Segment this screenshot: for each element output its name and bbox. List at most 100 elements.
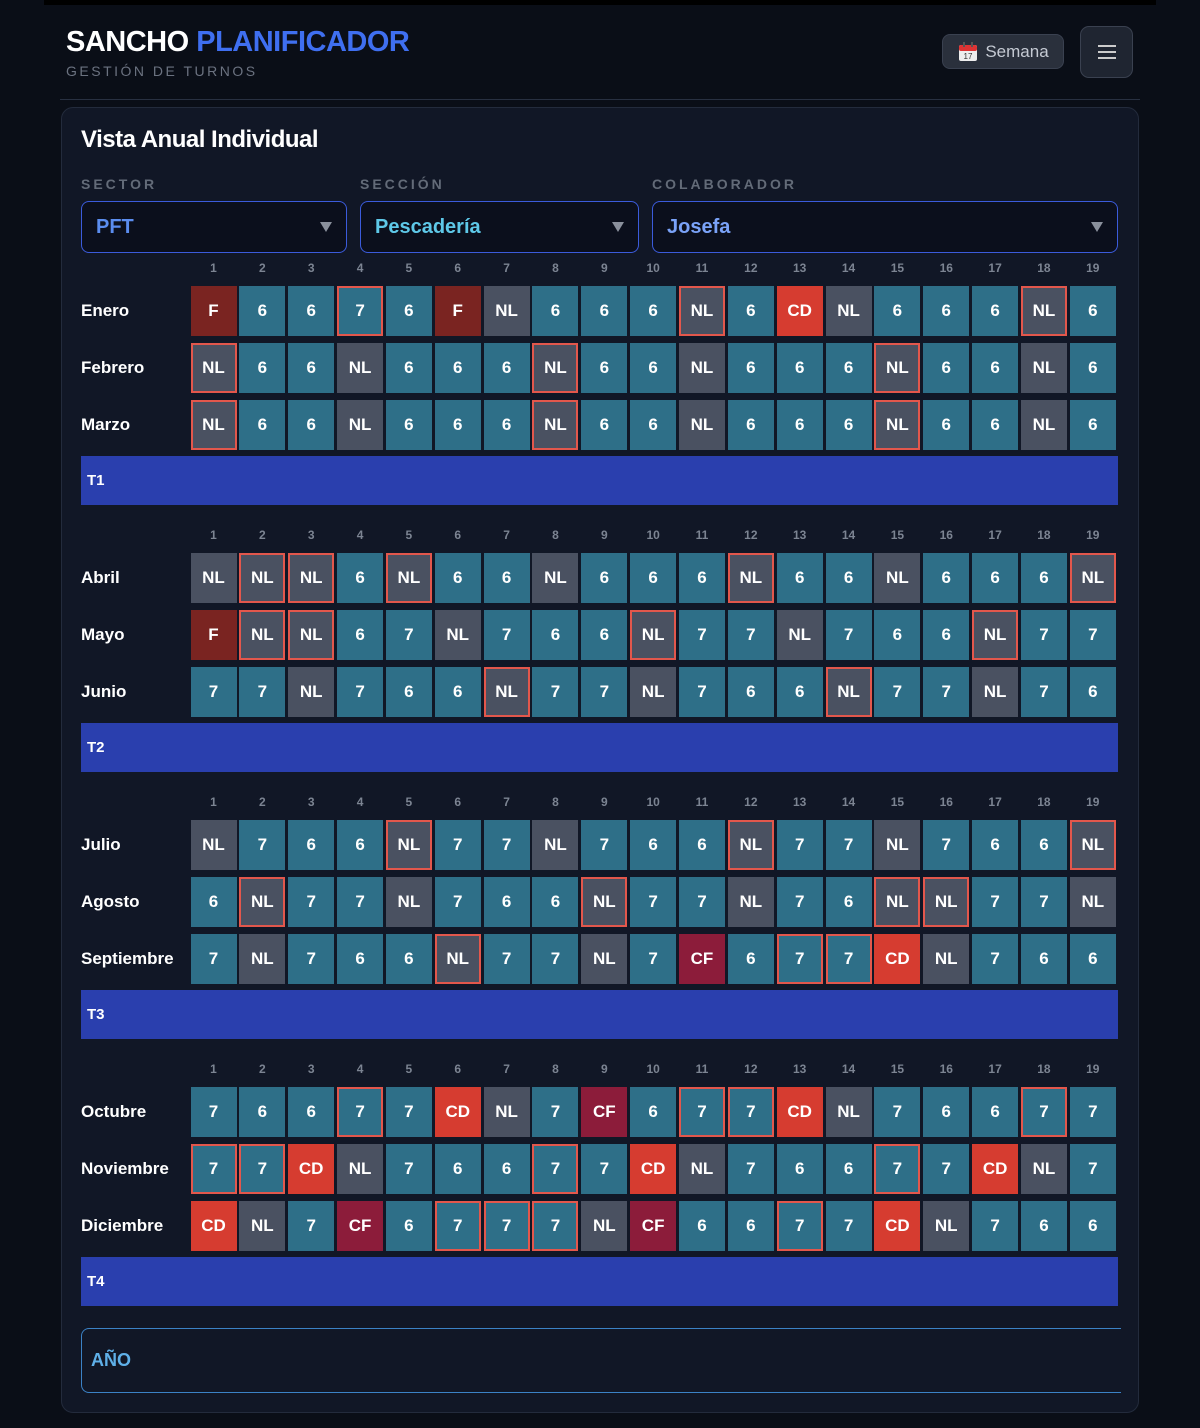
shift-cell[interactable]: NL xyxy=(825,286,872,336)
shift-cell[interactable]: NL xyxy=(239,877,286,927)
shift-cell[interactable]: 7 xyxy=(581,667,628,717)
shift-cell[interactable]: 6 xyxy=(630,1087,677,1137)
shift-cell[interactable]: 6 xyxy=(630,820,677,870)
shift-cell[interactable]: 6 xyxy=(190,877,237,927)
shift-cell[interactable]: 6 xyxy=(825,1144,872,1194)
shift-cell[interactable]: 6 xyxy=(1020,1201,1067,1251)
shift-cell[interactable]: 6 xyxy=(1069,667,1116,717)
shift-cell[interactable]: NL xyxy=(874,343,921,393)
shift-cell[interactable]: NL xyxy=(825,667,872,717)
year-section[interactable]: AÑO xyxy=(81,1328,1121,1393)
shift-cell[interactable]: 7 xyxy=(972,1201,1019,1251)
shift-cell[interactable]: 7 xyxy=(776,877,823,927)
shift-cell[interactable]: 7 xyxy=(532,1087,579,1137)
shift-cell[interactable]: 6 xyxy=(1069,1201,1116,1251)
shift-cell[interactable]: 7 xyxy=(337,877,384,927)
shift-cell[interactable]: 7 xyxy=(1020,667,1067,717)
shift-cell[interactable]: 6 xyxy=(972,1087,1019,1137)
shift-cell[interactable]: NL xyxy=(1069,553,1116,603)
shift-cell[interactable]: NL xyxy=(434,610,481,660)
shift-cell[interactable]: NL xyxy=(1020,1144,1067,1194)
shift-cell[interactable]: 6 xyxy=(825,343,872,393)
shift-cell[interactable]: NL xyxy=(483,667,530,717)
shift-cell[interactable]: 7 xyxy=(434,1201,481,1251)
shift-cell[interactable]: 7 xyxy=(532,1144,579,1194)
shift-cell[interactable]: 7 xyxy=(776,820,823,870)
shift-cell[interactable]: NL xyxy=(874,553,921,603)
shift-cell[interactable]: 7 xyxy=(874,667,921,717)
shift-cell[interactable]: 6 xyxy=(679,1201,725,1251)
shift-cell[interactable]: NL xyxy=(972,610,1019,660)
shift-cell[interactable]: 6 xyxy=(776,343,823,393)
shift-cell[interactable]: 6 xyxy=(727,286,774,336)
shift-cell[interactable]: 7 xyxy=(385,610,432,660)
shift-cell[interactable]: 6 xyxy=(630,343,677,393)
shift-cell[interactable]: 6 xyxy=(727,343,774,393)
shift-cell[interactable]: NL xyxy=(190,820,237,870)
shift-cell[interactable]: NL xyxy=(679,1144,725,1194)
shift-cell[interactable]: NL xyxy=(874,820,921,870)
shift-cell[interactable]: NL xyxy=(679,343,725,393)
shift-cell[interactable]: 6 xyxy=(776,667,823,717)
shift-cell[interactable]: 6 xyxy=(581,400,628,450)
shift-cell[interactable]: NL xyxy=(581,1201,628,1251)
shift-cell[interactable]: 7 xyxy=(679,610,725,660)
shift-cell[interactable]: 7 xyxy=(972,934,1019,984)
shift-cell[interactable]: 7 xyxy=(630,877,677,927)
shift-cell[interactable]: 7 xyxy=(825,610,872,660)
shift-cell[interactable]: 7 xyxy=(483,820,530,870)
shift-cell[interactable]: 7 xyxy=(923,667,970,717)
shift-cell[interactable]: 6 xyxy=(923,286,970,336)
shift-cell[interactable]: 7 xyxy=(288,934,335,984)
shift-cell[interactable]: 6 xyxy=(776,400,823,450)
shift-cell[interactable]: 7 xyxy=(630,934,677,984)
shift-cell[interactable]: 7 xyxy=(532,1201,579,1251)
shift-cell[interactable]: 6 xyxy=(532,877,579,927)
shift-cell[interactable]: 6 xyxy=(337,553,384,603)
shift-cell[interactable]: 6 xyxy=(483,400,530,450)
shift-cell[interactable]: 6 xyxy=(483,877,530,927)
shift-cell[interactable]: 6 xyxy=(239,400,286,450)
shift-cell[interactable]: 6 xyxy=(825,877,872,927)
shift-cell[interactable]: 6 xyxy=(239,1087,286,1137)
shift-cell[interactable]: 6 xyxy=(825,400,872,450)
shift-cell[interactable]: 6 xyxy=(385,400,432,450)
shift-cell[interactable]: NL xyxy=(239,934,286,984)
shift-cell[interactable]: 7 xyxy=(337,1087,384,1137)
shift-cell[interactable]: NL xyxy=(581,877,628,927)
shift-cell[interactable]: 6 xyxy=(874,286,921,336)
shift-cell[interactable]: 7 xyxy=(434,877,481,927)
shift-cell[interactable]: NL xyxy=(288,553,335,603)
shift-cell[interactable]: CD xyxy=(874,1201,921,1251)
shift-cell[interactable]: 6 xyxy=(288,286,335,336)
menu-button[interactable] xyxy=(1080,26,1133,78)
shift-cell[interactable]: 6 xyxy=(1069,934,1116,984)
shift-cell[interactable]: 7 xyxy=(923,1144,970,1194)
shift-cell[interactable]: 7 xyxy=(581,820,628,870)
shift-cell[interactable]: 7 xyxy=(288,877,335,927)
shift-cell[interactable]: 6 xyxy=(581,553,628,603)
shift-cell[interactable]: NL xyxy=(1020,400,1067,450)
shift-cell[interactable]: 7 xyxy=(727,610,774,660)
shift-cell[interactable]: 6 xyxy=(581,286,628,336)
shift-cell[interactable]: NL xyxy=(434,934,481,984)
shift-cell[interactable]: CF xyxy=(679,934,725,984)
shift-cell[interactable]: 7 xyxy=(1020,1087,1067,1137)
shift-cell[interactable]: 6 xyxy=(337,610,384,660)
shift-cell[interactable]: 7 xyxy=(727,1144,774,1194)
shift-cell[interactable]: CF xyxy=(630,1201,677,1251)
shift-cell[interactable]: CD xyxy=(630,1144,677,1194)
shift-cell[interactable]: 6 xyxy=(1069,343,1116,393)
shift-cell[interactable]: NL xyxy=(1069,877,1116,927)
shift-cell[interactable]: 6 xyxy=(385,286,432,336)
shift-cell[interactable]: NL xyxy=(532,553,579,603)
shift-cell[interactable]: 6 xyxy=(239,286,286,336)
shift-cell[interactable]: CD xyxy=(776,286,823,336)
shift-cell[interactable]: 6 xyxy=(581,610,628,660)
shift-cell[interactable]: 7 xyxy=(385,1144,432,1194)
shift-cell[interactable]: 6 xyxy=(776,553,823,603)
shift-cell[interactable]: 6 xyxy=(923,400,970,450)
shift-cell[interactable]: 6 xyxy=(337,820,384,870)
shift-cell[interactable]: 6 xyxy=(1069,400,1116,450)
shift-cell[interactable]: 6 xyxy=(581,343,628,393)
